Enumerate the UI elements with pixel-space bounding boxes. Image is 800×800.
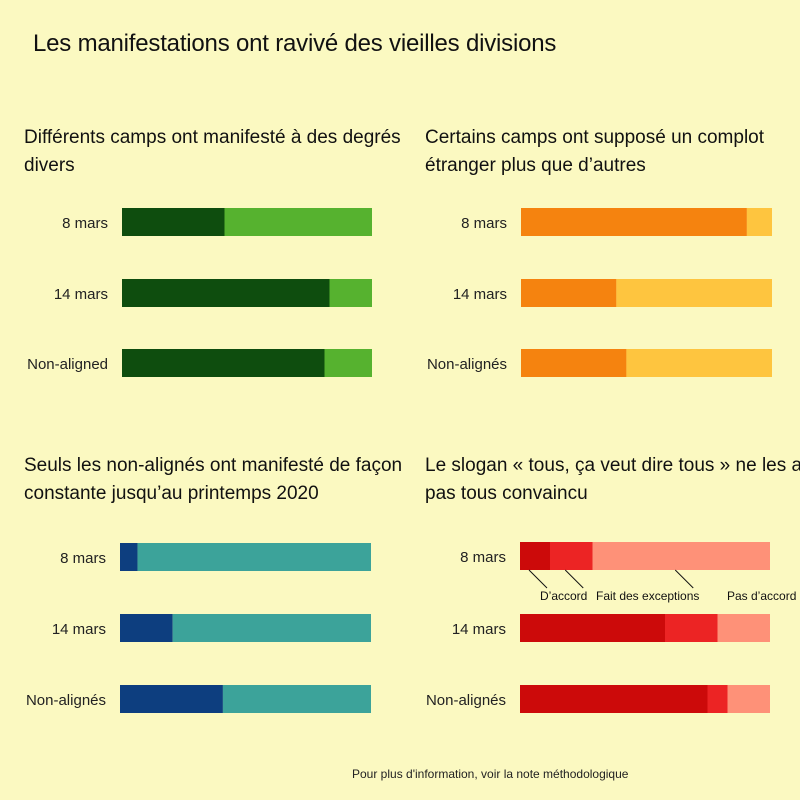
bar-segment-8-mars-2: [224, 208, 372, 236]
annotation-d-accord: D’accord: [540, 589, 587, 603]
category-label-non-alignes: Non-alignés: [426, 692, 506, 709]
bar-segment-non-aligned-1: [122, 349, 325, 377]
bar-segment-14-mars-2: [616, 279, 772, 307]
page-title: Les manifestations ont ravivé des vieill…: [33, 30, 557, 57]
annotation-leader-d-accord: [528, 569, 548, 589]
bar-segment-non-alignes-1: [120, 685, 223, 713]
chart-slogan: 8 mars 14 mars Non-alignés D’accord Fait des…: [426, 542, 796, 713]
bar-segment-14-mars-2: [329, 279, 372, 307]
bar-segment-14-mars-1: [120, 614, 173, 642]
chart-foreign-plot: 8 mars 14 mars Non-alignés: [427, 208, 772, 377]
chart-panel-participation: Différents camps ont manifesté à des deg…: [24, 124, 404, 424]
annotation-fait-des-exceptions: Fait des exceptions: [596, 589, 699, 603]
chart-participation: 8 mars 14 mars Non-aligned: [27, 208, 372, 377]
bar-segment-non-alignes-1: [521, 349, 627, 377]
chart-panel-slogan: Le slogan « tous, ça veut dire tous » ne…: [425, 452, 800, 752]
category-label-8-mars: 8 mars: [60, 550, 106, 567]
category-label-non-alignes: Non-alignés: [427, 356, 507, 373]
bar-segment-8-mars-2: [137, 543, 371, 571]
bar-segment-14-mars-2: [172, 614, 371, 642]
bar-segment-8-mars-1: [521, 208, 747, 236]
bar-segment-14-mars-2: [665, 614, 718, 642]
panel-title: Seuls les non-alignés ont manifesté de f…: [24, 455, 403, 504]
chart-spring-2020: 8 mars 14 mars Non-alignés: [26, 543, 371, 713]
bar-segment-non-alignes-1: [520, 685, 708, 713]
annotation-pas-d-accord: Pas d’accord: [727, 589, 796, 603]
bar-segment-8-mars-1: [122, 208, 225, 236]
methodology-note: Pour plus d'information, voir la note mé…: [352, 767, 629, 781]
bar-segment-14-mars-1: [122, 279, 330, 307]
category-label-14-mars: 14 mars: [452, 621, 506, 638]
panel-title: Le slogan « tous, ça veut dire tous » ne…: [425, 455, 800, 504]
bar-segment-14-mars-1: [521, 279, 617, 307]
bar-segment-8-mars-3: [592, 542, 770, 570]
panel-title: Différents camps ont manifesté à des deg…: [24, 127, 401, 176]
bar-segment-non-alignes-3: [727, 685, 770, 713]
category-label-14-mars: 14 mars: [52, 621, 106, 638]
bar-segment-14-mars-1: [520, 614, 665, 642]
bar-segment-non-alignes-2: [707, 685, 728, 713]
bar-segment-8-mars-1: [120, 543, 138, 571]
bar-segment-14-mars-3: [717, 614, 770, 642]
bar-segment-8-mars-2: [550, 542, 593, 570]
chart-panel-foreign-plot: Certains camps ont supposé un complot ét…: [425, 124, 800, 424]
annotation-leader-pas-d-accord: [674, 569, 694, 589]
bar-segment-non-alignes-2: [626, 349, 772, 377]
category-label-8-mars: 8 mars: [460, 549, 506, 566]
category-label-14-mars: 14 mars: [453, 286, 507, 303]
category-label-14-mars: 14 mars: [54, 286, 108, 303]
category-label-8-mars: 8 mars: [461, 215, 507, 232]
bar-segment-8-mars-1: [520, 542, 550, 570]
annotation-leader-fait-des-exceptions: [564, 569, 584, 589]
category-label-non-alignes: Non-alignés: [26, 692, 106, 709]
bar-segment-non-aligned-2: [324, 349, 372, 377]
bar-segment-8-mars-2: [746, 208, 772, 236]
category-label-non-aligned: Non-aligned: [27, 356, 108, 373]
panel-title: Certains camps ont supposé un complot ét…: [425, 127, 765, 176]
category-label-8-mars: 8 mars: [62, 215, 108, 232]
bar-segment-non-alignes-2: [222, 685, 371, 713]
chart-panel-spring-2020: Seuls les non-alignés ont manifesté de f…: [24, 452, 404, 752]
